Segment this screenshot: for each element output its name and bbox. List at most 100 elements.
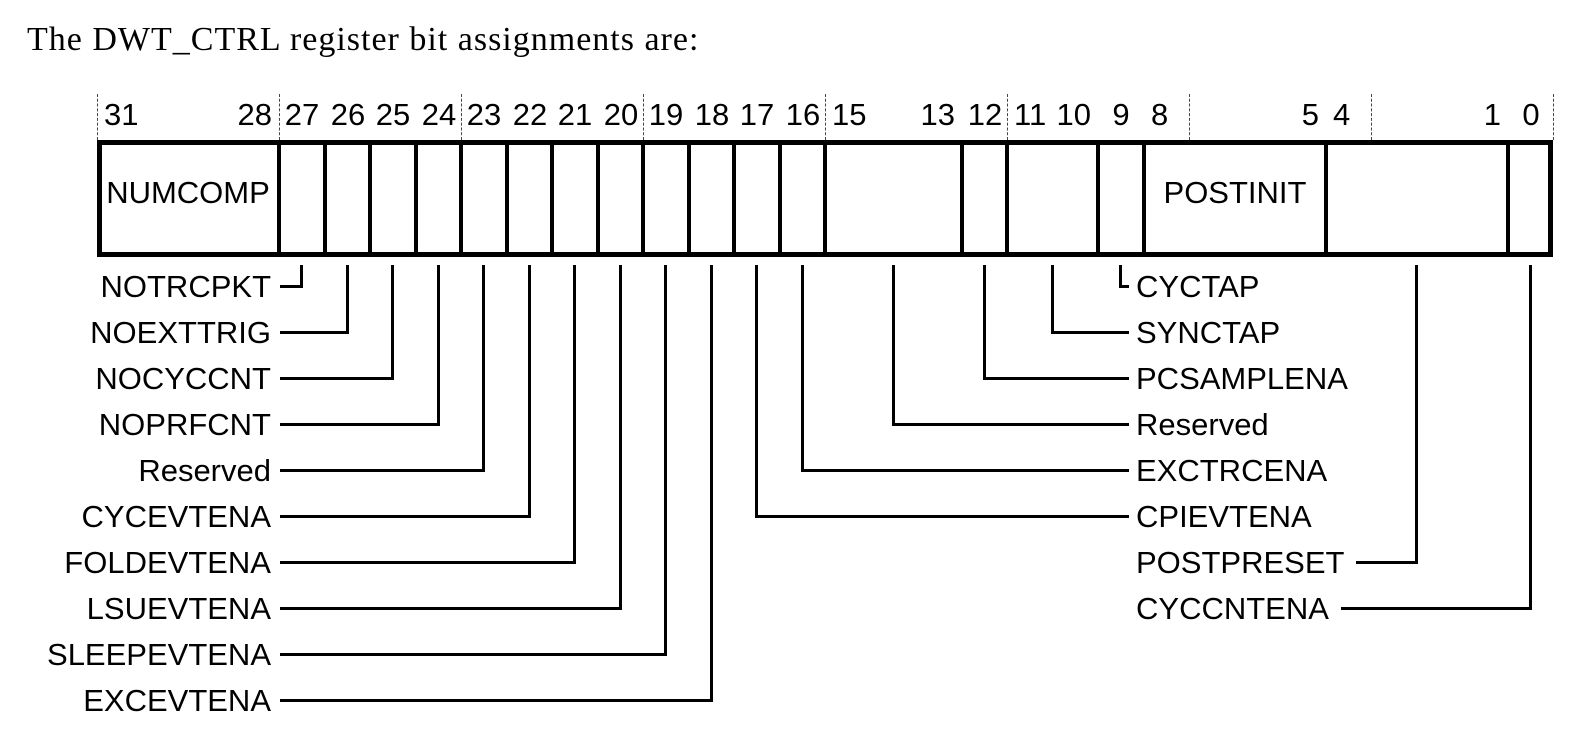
nibble-separator bbox=[1553, 94, 1554, 140]
callout-hline bbox=[280, 515, 531, 518]
callout-vline bbox=[892, 265, 895, 426]
callout-hline bbox=[280, 607, 622, 610]
bit-number: 11 bbox=[1014, 97, 1047, 132]
bit-number: 10 bbox=[1056, 97, 1091, 132]
bit-number: 31 bbox=[104, 97, 139, 132]
diagram-title: The DWT_CTRL register bit assignments ar… bbox=[27, 21, 700, 58]
callout-vline bbox=[300, 265, 303, 288]
field-label: NUMCOMP bbox=[106, 174, 270, 210]
callout-vline bbox=[346, 265, 349, 334]
field-divider bbox=[459, 145, 463, 252]
callout-label: SYNCTAP bbox=[1136, 315, 1281, 350]
callout-label: CPIEVTENA bbox=[1136, 499, 1312, 534]
callout-label: SLEEPEVTENA bbox=[47, 637, 271, 672]
field-divider bbox=[550, 145, 554, 252]
nibble-separator bbox=[1371, 94, 1372, 140]
bit-number: 16 bbox=[785, 97, 821, 132]
field-divider bbox=[505, 145, 509, 252]
bit-number: 0 bbox=[1522, 97, 1540, 132]
callout-label: NOCYCCNT bbox=[95, 361, 271, 396]
callout-label: Reserved bbox=[1136, 407, 1269, 442]
callout-label: FOLDEVTENA bbox=[64, 545, 271, 580]
field-divider bbox=[1506, 145, 1510, 252]
bit-number: 12 bbox=[967, 97, 1003, 132]
callout-hline bbox=[280, 377, 394, 380]
callout-hline bbox=[280, 561, 576, 564]
field-divider bbox=[1005, 145, 1009, 252]
callout-label: EXCTRCENA bbox=[1136, 453, 1328, 488]
field-divider bbox=[414, 145, 418, 252]
field-divider bbox=[778, 145, 782, 252]
bit-number: 13 bbox=[920, 97, 955, 132]
callout-label: CYCEVTENA bbox=[81, 499, 271, 534]
bit-number: 27 bbox=[284, 97, 320, 132]
callout-vline bbox=[710, 265, 713, 702]
nibble-separator bbox=[97, 94, 98, 140]
field-divider bbox=[323, 145, 327, 252]
callout-hline bbox=[280, 653, 667, 656]
field-divider bbox=[960, 145, 964, 252]
callout-label: LSUEVTENA bbox=[86, 591, 271, 626]
bit-number: 18 bbox=[694, 97, 730, 132]
bit-number: 5 bbox=[1301, 97, 1319, 132]
callout-hline bbox=[280, 469, 485, 472]
callout-label: CYCCNTENA bbox=[1136, 591, 1329, 626]
callout-hline bbox=[280, 285, 303, 288]
bit-number: 28 bbox=[237, 97, 272, 132]
bit-number: 8 bbox=[1151, 97, 1169, 132]
callout-hline bbox=[280, 331, 349, 334]
field-divider bbox=[368, 145, 372, 252]
callout-label: EXCEVTENA bbox=[83, 683, 271, 718]
field-divider bbox=[641, 145, 645, 252]
callout-vline bbox=[1415, 265, 1418, 564]
callout-vline bbox=[391, 265, 394, 380]
bit-number: 24 bbox=[421, 97, 457, 132]
callout-hline bbox=[1356, 561, 1418, 564]
field-divider bbox=[732, 145, 736, 252]
callout-vline bbox=[482, 265, 485, 472]
callout-hline bbox=[280, 423, 440, 426]
nibble-separator bbox=[279, 94, 280, 140]
callout-label: NOPRFCNT bbox=[98, 407, 271, 442]
callout-vline bbox=[437, 265, 440, 426]
callout-vline bbox=[664, 265, 667, 656]
bit-number: 1 bbox=[1483, 97, 1501, 132]
callout-label: PCSAMPLENA bbox=[1136, 361, 1348, 396]
bit-number: 25 bbox=[375, 97, 411, 132]
field-divider bbox=[1142, 145, 1146, 252]
register-box bbox=[97, 140, 1553, 257]
callout-hline bbox=[1119, 285, 1129, 288]
bit-number: 15 bbox=[832, 97, 867, 132]
callout-vline bbox=[801, 265, 804, 472]
field-label: POSTINIT bbox=[1163, 174, 1307, 210]
bit-number: 26 bbox=[330, 97, 366, 132]
callout-label: NOEXTTRIG bbox=[90, 315, 271, 350]
nibble-separator bbox=[1189, 94, 1190, 140]
field-divider bbox=[1096, 145, 1100, 252]
callout-vline bbox=[619, 265, 622, 610]
callout-hline bbox=[1341, 607, 1532, 610]
callout-hline bbox=[892, 423, 1129, 426]
callout-label: CYCTAP bbox=[1136, 269, 1260, 304]
callout-hline bbox=[983, 377, 1129, 380]
bit-number: 19 bbox=[648, 97, 684, 132]
bit-number: 20 bbox=[603, 97, 639, 132]
bit-number: 23 bbox=[466, 97, 502, 132]
callout-vline bbox=[1529, 265, 1532, 610]
bit-number: 21 bbox=[557, 97, 593, 132]
field-divider bbox=[687, 145, 691, 252]
callout-label: POSTPRESET bbox=[1136, 545, 1345, 580]
callout-vline bbox=[1119, 265, 1122, 288]
nibble-separator bbox=[1007, 94, 1008, 140]
callout-vline bbox=[755, 265, 758, 518]
nibble-separator bbox=[461, 94, 462, 140]
callout-hline bbox=[801, 469, 1129, 472]
field-divider bbox=[277, 145, 281, 252]
callout-label: NOTRCPKT bbox=[100, 269, 272, 304]
callout-vline bbox=[528, 265, 531, 518]
callout-vline bbox=[1051, 265, 1054, 334]
field-divider bbox=[823, 145, 827, 252]
field-divider bbox=[596, 145, 600, 252]
callout-vline bbox=[573, 265, 576, 564]
